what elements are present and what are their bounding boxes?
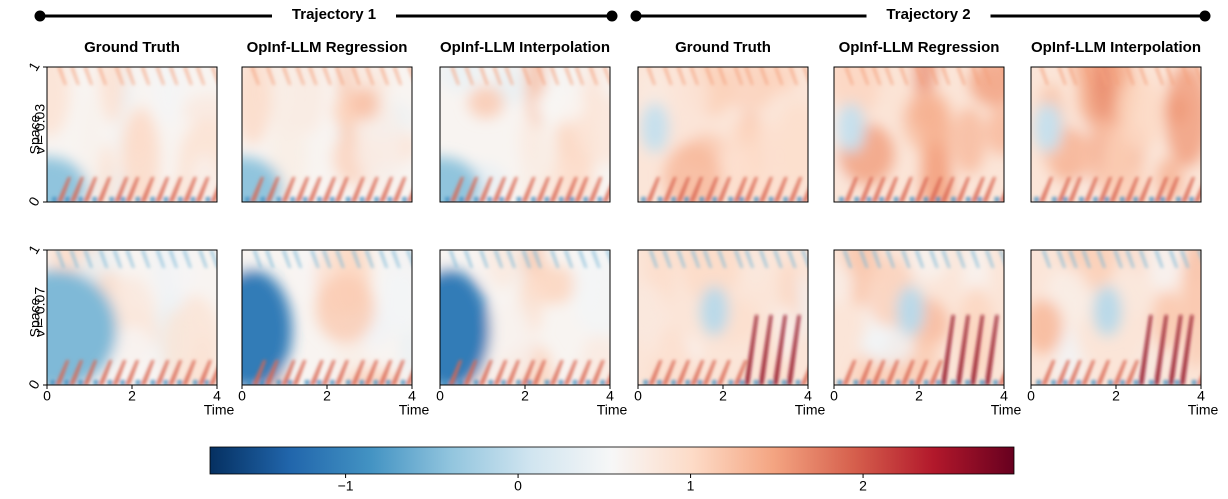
colorbar-tick-label: 2 (859, 478, 867, 494)
heatmap (834, 250, 1004, 385)
x-tick-label: 0 (238, 388, 246, 404)
x-tick-label: 2 (521, 388, 529, 404)
x-tick-label: 0 (1027, 388, 1035, 404)
heatmap (1031, 67, 1201, 202)
x-tick-label: 0 (830, 388, 838, 404)
trajectory-dot (34, 10, 46, 22)
x-tick-label: 2 (128, 388, 136, 404)
x-tick-label: 4 (213, 388, 221, 404)
heatmap (638, 67, 808, 202)
x-tick-label: 4 (1197, 388, 1205, 404)
row-label: ν = 0.07 (32, 287, 48, 337)
panel-frame (241, 66, 413, 203)
heatmap (440, 250, 610, 385)
heatmap (47, 250, 217, 385)
x-tick-label: 0 (43, 388, 51, 404)
trajectory-title: Trajectory 1 (292, 6, 376, 23)
x-tick-label: 0 (634, 388, 642, 404)
colorbar (209, 446, 1015, 475)
x-tick-label: 2 (915, 388, 923, 404)
y-tick-label: 0 (25, 194, 43, 209)
column-title: OpInf-LLM Interpolation (1031, 39, 1201, 56)
row-label: ν = 0.03 (32, 104, 48, 154)
column-title: OpInf-LLM Regression (839, 39, 1000, 56)
x-tick-label: 2 (323, 388, 331, 404)
panel-frame (1030, 66, 1202, 203)
heatmap (638, 250, 808, 385)
trajectory-dot (606, 10, 618, 22)
column-title: Ground Truth (84, 39, 180, 56)
heatmap (440, 67, 610, 202)
heatmap (834, 67, 1004, 202)
y-tick-label: 0 (25, 377, 43, 392)
x-axis-label: Time (597, 402, 628, 418)
x-axis-label: Time (795, 402, 826, 418)
x-axis-label: Time (204, 402, 235, 418)
heatmap (1031, 250, 1201, 385)
x-tick-label: 4 (606, 388, 614, 404)
trajectory-title: Trajectory 2 (886, 6, 970, 23)
heatmap (47, 67, 217, 202)
panel-frame (833, 66, 1005, 203)
y-axis-label: Space (27, 297, 43, 337)
colorbar-tick-label: 1 (687, 478, 695, 494)
x-tick-label: 4 (804, 388, 812, 404)
x-tick-label: 2 (719, 388, 727, 404)
y-tick-label: 1 (25, 59, 43, 74)
trajectory-dot (1199, 10, 1211, 22)
y-axis-label: Space (27, 114, 43, 154)
heatmap (242, 250, 412, 385)
y-tick-label: 1 (25, 242, 43, 257)
panel-frame (439, 66, 611, 203)
column-title: OpInf-LLM Regression (247, 39, 408, 56)
trajectory-dot (630, 10, 642, 22)
x-tick-label: 4 (408, 388, 416, 404)
x-axis-label: Time (991, 402, 1022, 418)
x-axis-label: Time (399, 402, 430, 418)
x-tick-label: 4 (1000, 388, 1008, 404)
panel-frame (637, 66, 809, 203)
x-tick-label: 0 (436, 388, 444, 404)
heatmap (242, 67, 412, 202)
column-title: OpInf-LLM Interpolation (440, 39, 610, 56)
column-title: Ground Truth (675, 39, 771, 56)
x-tick-label: 2 (1112, 388, 1120, 404)
colorbar-tick-label: 0 (514, 478, 522, 494)
x-axis-label: Time (1188, 402, 1219, 418)
colorbar-tick-label: −1 (338, 478, 354, 494)
panel-frame (46, 66, 218, 203)
